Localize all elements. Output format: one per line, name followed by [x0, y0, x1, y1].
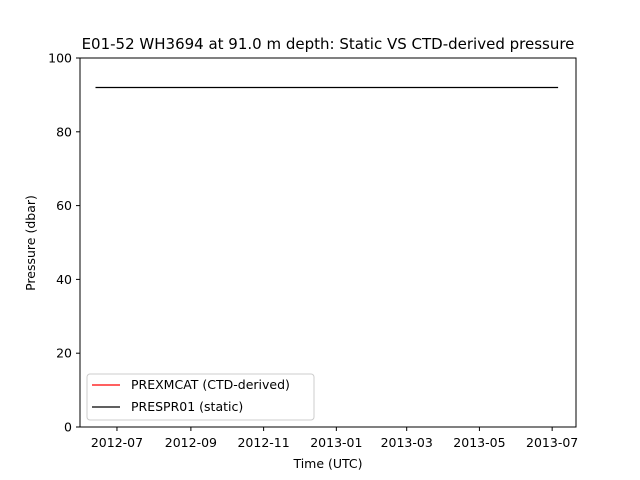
x-tick-label: 2013-05 — [453, 435, 505, 450]
chart-title: E01-52 WH3694 at 91.0 m depth: Static VS… — [82, 35, 575, 53]
y-axis-label: Pressure (dbar) — [23, 195, 38, 291]
x-tick-label: 2012-07 — [91, 435, 143, 450]
y-tick-label: 100 — [48, 51, 72, 66]
x-tick-label: 2013-01 — [310, 435, 362, 450]
legend-box — [86, 373, 315, 421]
y-axis-ticks: 0 20 40 60 80 100 — [48, 51, 80, 435]
x-tick-label: 2012-11 — [237, 435, 289, 450]
y-tick-label: 80 — [56, 124, 72, 139]
y-tick-label: 0 — [64, 420, 72, 435]
y-tick-label: 60 — [56, 198, 72, 213]
legend: PREXMCAT (CTD-derived) PRESPR01 (static) — [86, 373, 315, 421]
plot-frame — [79, 57, 577, 428]
x-axis-ticks: 2012-07 2012-09 2012-11 2013-01 2013-03 2013-… — [91, 427, 578, 450]
x-tick-label: 2012-09 — [165, 435, 217, 450]
x-tick-label: 2013-03 — [381, 435, 433, 450]
x-tick-label: 2013-07 — [526, 435, 578, 450]
y-tick-label: 40 — [56, 272, 72, 287]
y-tick-label: 20 — [56, 346, 72, 361]
legend-label-prexmcat: PREXMCAT (CTD-derived) — [131, 377, 290, 392]
legend-label-prespr01: PRESPR01 (static) — [131, 399, 243, 414]
x-axis-label: Time (UTC) — [292, 456, 362, 471]
